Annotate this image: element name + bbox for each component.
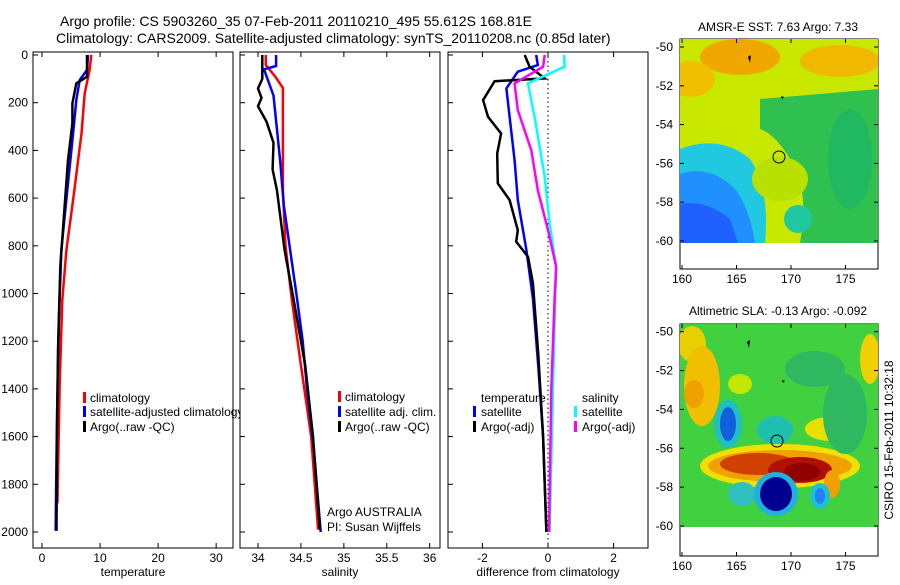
sst-map-title: AMSR-E SST: 7.63 Argo: 7.33 <box>698 20 858 34</box>
series-line-climatology <box>264 55 320 530</box>
lon-tick-label: 170 <box>781 559 801 573</box>
x-tick-label: 35.5 <box>375 551 399 565</box>
legend-swatch <box>473 406 476 417</box>
x-tick-label: -2 <box>477 551 488 565</box>
y-tick-label: 1400 <box>1 382 28 396</box>
legend-swatch <box>574 406 577 417</box>
legend-swatch <box>338 391 341 402</box>
legend-swatch-climatology <box>83 392 86 403</box>
x-tick-label: 2 <box>610 551 617 565</box>
legend-swatch <box>338 406 341 417</box>
x-tick-label: 34 <box>251 551 265 565</box>
lat-tick-label: -60 <box>656 234 674 248</box>
y-tick-label: 1600 <box>1 430 28 444</box>
lon-tick-label: 175 <box>835 272 855 286</box>
legend-label: satellite <box>582 405 623 419</box>
legend-label: satellite-adjusted climatology <box>90 405 243 419</box>
lat-tick-label: -50 <box>656 325 674 339</box>
y-tick-label: 0 <box>21 48 28 62</box>
y-tick-label: 1800 <box>1 477 28 491</box>
y-tick-label: 2000 <box>1 525 28 539</box>
x-tick-label: 34.5 <box>289 551 313 565</box>
legend-label: climatology <box>345 390 405 404</box>
x-axis-label: temperature <box>101 565 166 579</box>
x-tick-label: 0 <box>545 551 552 565</box>
x-tick-label: 20 <box>151 551 165 565</box>
lat-tick-label: -50 <box>656 40 674 54</box>
plot-frame <box>239 51 441 549</box>
float-info: Argo AUSTRALIA <box>327 505 422 519</box>
y-tick-label: 600 <box>8 191 28 205</box>
lat-tick-label: -58 <box>656 195 674 209</box>
legend-label: Argo(..raw -QC) <box>90 420 175 434</box>
series-line-climatology <box>56 54 93 504</box>
lat-tick-label: -52 <box>656 364 674 378</box>
lon-tick-label: 160 <box>672 559 692 573</box>
lat-tick-label: -60 <box>656 519 674 533</box>
x-axis-label: salinity <box>322 565 359 579</box>
lat-tick-label: -56 <box>656 156 674 170</box>
x-tick-label: 30 <box>209 551 223 565</box>
plot-area <box>239 51 441 549</box>
legend-swatch-argo <box>83 421 86 432</box>
lon-tick-label: 165 <box>726 559 746 573</box>
title-line-2: Climatology: CARS2009. Satellite-adjuste… <box>56 30 611 46</box>
series-line-salinity-argo-adj- <box>513 54 558 533</box>
lat-tick-label: -54 <box>656 402 674 416</box>
series-line-argo-raw-qc- <box>55 55 89 531</box>
x-tick-label: 35 <box>337 551 351 565</box>
sla-map: Altimetric SLA: -0.13 Argo: -0.092 <box>679 304 879 557</box>
title-line-1: Argo profile: CS 5903260_35 07-Feb-2011 … <box>60 13 532 29</box>
profile-panel-2: 34 34.5 35 35.5 36 salinity climatologysatelli… <box>239 51 441 579</box>
legend-label: Argo(..raw -QC) <box>345 420 430 434</box>
plot-frame <box>32 51 234 549</box>
lon-tick-label: 175 <box>835 559 855 573</box>
series-line-temperature-argo-adj- <box>481 54 549 533</box>
lon-tick-label: 165 <box>726 272 746 286</box>
legend-swatch <box>473 421 476 432</box>
lat-tick-label: -52 <box>656 79 674 93</box>
map-axes: -50 -52 -54 -56 -58 -60 160 165 170 175 -50 -52 -54 -… <box>656 39 878 573</box>
lat-tick-label: -54 <box>656 118 674 132</box>
legend-label: satellite adj. clim. <box>345 405 436 419</box>
plot-frame <box>447 51 649 549</box>
legend-label: satellite <box>481 405 522 419</box>
series-line-argo-raw-qc- <box>256 55 322 530</box>
legend-title: temperature <box>481 391 546 405</box>
y-tick-label: 200 <box>8 96 28 110</box>
sst-map: AMSR-E SST: 7.63 Argo: 7.33 <box>679 20 879 270</box>
profile-panels: 0 10 20 30 0 200 400 600 800 1000 1200 1400 1600 1800… <box>1 48 234 579</box>
x-tick-label: 0 <box>39 551 46 565</box>
y-tick-label: 1000 <box>1 287 28 301</box>
legend-title: salinity <box>582 391 619 405</box>
y-tick-label: 800 <box>8 239 28 253</box>
temperature-legend: climatology satellite-adjusted climatolo… <box>83 391 243 434</box>
lat-tick-label: -56 <box>656 441 674 455</box>
footer-timestamp: CSIRO 15-Feb-2011 10:32:18 <box>882 360 896 520</box>
legend-label: Argo(-adj) <box>481 420 534 434</box>
y-tick-label: 400 <box>8 143 28 157</box>
plot-area <box>32 51 234 549</box>
x-axis-label: difference from climatology <box>476 565 619 579</box>
legend-label: climatology <box>90 391 150 405</box>
lon-tick-label: 160 <box>672 272 692 286</box>
legend-swatch <box>338 421 341 432</box>
legend-swatch-satellite <box>83 406 86 417</box>
lat-tick-label: -58 <box>656 480 674 494</box>
float-info: PI: Susan Wijffels <box>327 520 421 534</box>
legend-swatch <box>574 421 577 432</box>
x-tick-label: 10 <box>93 551 107 565</box>
profile-panel-1: 0 10 20 30 0 200 400 600 800 1000 1200 1400 1600 1800… <box>1 48 234 579</box>
y-tick-label: 1200 <box>1 334 28 348</box>
x-tick-label: 36 <box>423 551 437 565</box>
legend-label: Argo(-adj) <box>582 420 635 434</box>
sla-map-title: Altimetric SLA: -0.13 Argo: -0.092 <box>689 304 867 318</box>
lon-tick-label: 170 <box>781 272 801 286</box>
